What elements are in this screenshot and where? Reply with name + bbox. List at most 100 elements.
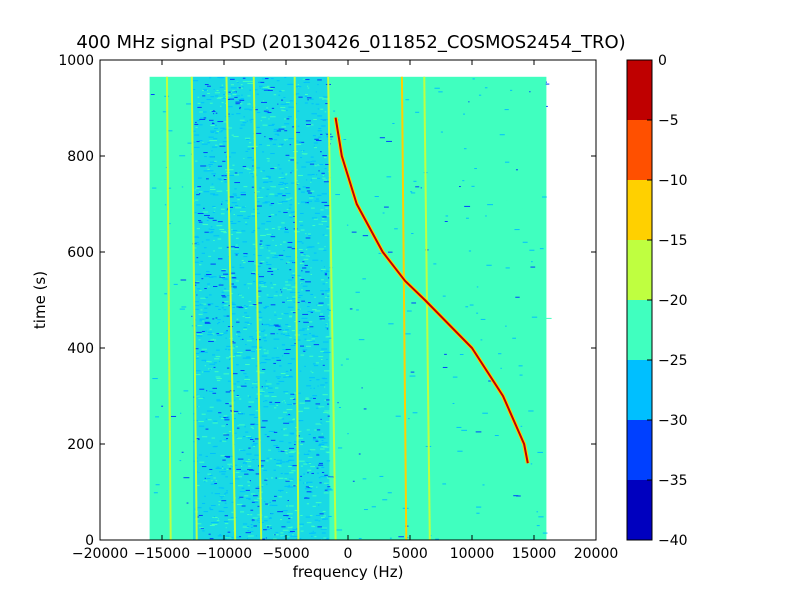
speckle-dot [310, 370, 312, 372]
speckle-dot [542, 532, 548, 534]
speckle-dot [522, 241, 528, 243]
speckle-dot [186, 103, 191, 105]
speckle-dot [306, 462, 311, 464]
speckle-dot [410, 191, 413, 193]
speckle-dot [307, 456, 313, 458]
speckle-dot [326, 308, 330, 310]
speckle-dot [239, 211, 246, 213]
speckle-dot [268, 118, 270, 120]
speckle-dot [231, 233, 233, 235]
speckle-dot [303, 321, 309, 323]
speckle-dot [262, 181, 268, 183]
speckle-dot [210, 229, 215, 231]
speckle-dot [305, 187, 310, 189]
speckle-dot [285, 324, 289, 326]
speckle-dot [262, 124, 268, 126]
speckle-dot [227, 519, 234, 521]
speckle-dot [240, 511, 245, 513]
speckle-dot [289, 216, 293, 218]
speckle-dot [257, 196, 264, 198]
speckle-dot [263, 520, 268, 522]
speckle-dot [220, 497, 223, 499]
speckle-dot [212, 387, 217, 389]
speckle-dot [230, 293, 233, 295]
speckle-dot [273, 130, 278, 132]
speckle-dot [290, 172, 292, 174]
speckle-dot [216, 400, 222, 402]
speckle-dot [286, 521, 291, 523]
speckle-dot [265, 195, 268, 197]
speckle-dot [238, 335, 241, 337]
speckle-dot [267, 85, 270, 87]
speckle-dot [221, 418, 225, 420]
speckle-dot [398, 536, 404, 538]
speckle-dot [322, 394, 328, 396]
speckle-dot [302, 350, 304, 352]
speckle-dot [219, 416, 221, 418]
speckle-dot [154, 427, 157, 429]
speckle-dot [282, 241, 286, 243]
speckle-dot [398, 231, 403, 233]
speckle-dot [284, 485, 291, 487]
speckle-dot [268, 392, 274, 394]
speckle-dot [247, 146, 254, 148]
speckle-dot [325, 103, 329, 105]
speckle-dot [303, 453, 309, 455]
speckle-dot [288, 505, 294, 507]
speckle-dot [302, 328, 308, 330]
speckle-dot [440, 131, 443, 133]
speckle-dot [231, 152, 236, 154]
speckle-dot [242, 206, 246, 208]
speckle-dot [328, 288, 330, 290]
speckle-dot [179, 155, 186, 157]
speckle-dot [300, 224, 304, 226]
speckle-dot [529, 319, 534, 321]
speckle-dot [322, 216, 327, 218]
speckle-dot [258, 336, 261, 338]
speckle-dot [301, 289, 303, 291]
speckle-dot [318, 444, 321, 446]
speckle-dot [286, 479, 290, 481]
speckle-dot [308, 235, 312, 237]
speckle-dot [293, 392, 298, 394]
speckle-dot [206, 99, 212, 101]
speckle-dot [538, 516, 544, 518]
speckle-dot [195, 243, 200, 245]
speckle-dot [225, 330, 228, 332]
speckle-dot [265, 305, 269, 307]
x-tick-label: −10000 [196, 546, 252, 562]
speckle-dot [483, 535, 487, 537]
speckle-dot [194, 237, 200, 239]
speckle-dot [270, 513, 274, 515]
speckle-dot [223, 507, 228, 509]
speckle-dot [408, 514, 412, 516]
speckle-dot [223, 415, 228, 417]
speckle-dot [277, 145, 282, 147]
speckle-dot [207, 473, 212, 475]
speckle-dot [247, 215, 251, 217]
speckle-dot [277, 511, 284, 513]
speckle-dot [275, 376, 281, 378]
speckle-dot [531, 316, 538, 318]
speckle-dot [306, 522, 312, 524]
speckle-dot [219, 228, 225, 230]
speckle-dot [546, 317, 552, 319]
speckle-dot [225, 416, 230, 418]
speckle-dot [347, 433, 349, 435]
speckle-dot [273, 167, 277, 169]
speckle-dot [288, 485, 290, 487]
speckle-dot [285, 505, 289, 507]
speckle-dot [198, 397, 204, 399]
speckle-dot [303, 253, 306, 255]
speckle-dot [530, 266, 536, 268]
speckle-dot [301, 191, 305, 193]
speckle-dot [282, 331, 288, 333]
speckle-dot [203, 117, 207, 119]
speckle-dot [330, 392, 334, 394]
speckle-dot [300, 475, 303, 477]
speckle-dot [247, 458, 250, 460]
speckle-dot [327, 486, 331, 488]
speckle-dot [482, 412, 488, 414]
speckle-dot [281, 99, 284, 101]
speckle-dot [236, 81, 239, 83]
